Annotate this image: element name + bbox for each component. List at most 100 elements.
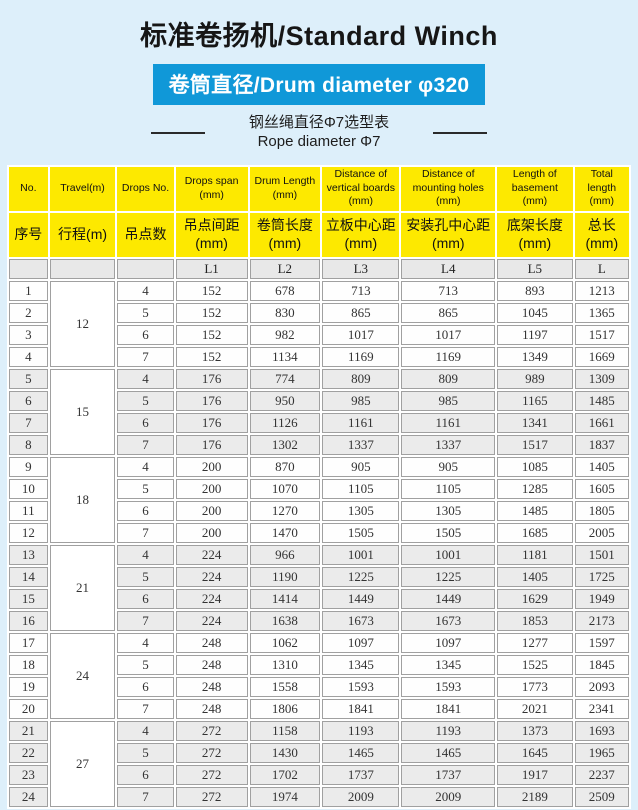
cell-drum-length: 1126 [249,412,321,433]
cell-vertical-boards: 1337 [322,434,400,455]
cell-basement-length: 1525 [497,654,573,675]
cell-drops-span: 152 [175,346,248,367]
cell-mounting-holes: 1737 [401,764,496,785]
cell-basement-length: 1197 [497,324,573,345]
cell-no: 3 [9,324,48,345]
cell-mounting-holes: 1105 [401,478,496,499]
header-cell-drops-no: 吊点数 [117,212,174,257]
table-row: 11 6 200 1270 1305 1305 1485 1805 [9,500,629,521]
header-cell-drum-length: Drum Length (mm) [249,166,321,211]
table-row: 8 7 176 1302 1337 1337 1517 1837 [9,434,629,455]
header-cell-drops-span: 吊点间距 (mm) [175,212,248,257]
cell-basement-length: 1285 [497,478,573,499]
header-cell-vertical-boards: 立板中心距 (mm) [322,212,400,257]
cell-basement-length: 1517 [497,434,573,455]
cell-no: 23 [9,764,48,785]
cell-no: 4 [9,346,48,367]
cell-drops-no: 5 [117,390,174,411]
header-cell-total-length: L [574,258,629,279]
cell-mounting-holes: 1345 [401,654,496,675]
cell-total-length: 2005 [574,522,629,543]
cell-drops-no: 6 [117,324,174,345]
cell-travel: 18 [49,456,116,543]
cell-drops-no: 4 [117,720,174,741]
table-row: 7 6 176 1126 1161 1161 1341 1661 [9,412,629,433]
header-cell-mounting-holes: Distance of mounting holes (mm) [401,166,496,211]
cell-drops-no: 5 [117,742,174,763]
cell-no: 14 [9,566,48,587]
cell-drops-no: 7 [117,434,174,455]
cell-basement-length: 1373 [497,720,573,741]
cell-total-length: 1485 [574,390,629,411]
table-row: 21 27 4 272 1158 1193 1193 1373 1693 [9,720,629,807]
cell-no: 17 [9,632,48,653]
cell-drum-length: 830 [249,302,321,323]
cell-drops-span: 176 [175,368,248,389]
cell-basement-length: 1685 [497,522,573,543]
cell-vertical-boards: 1305 [322,500,400,521]
cell-total-length: 1605 [574,478,629,499]
cell-drum-length: 1470 [249,522,321,543]
cell-drum-length: 950 [249,390,321,411]
cell-no: 21 [9,720,48,741]
cell-mounting-holes: 1193 [401,720,496,741]
cell-drum-length: 1702 [249,764,321,785]
table-row: 6 5 176 950 985 985 1165 1485 [9,390,629,411]
cell-vertical-boards: 1465 [322,742,400,763]
cell-drops-no: 7 [117,698,174,719]
cell-vertical-boards: 1105 [322,478,400,499]
cell-mounting-holes: 1225 [401,566,496,587]
cell-total-length: 1725 [574,566,629,587]
cell-drops-no: 4 [117,632,174,653]
cell-no: 9 [9,456,48,477]
cell-no: 1 [9,280,48,301]
cell-vertical-boards: 1449 [322,588,400,609]
right-dash-rule [433,131,488,134]
spec-table: No. Travel(m) Drops No. Drops span (mm) Drum… [7,164,631,809]
header-cell-total-length: Total length (mm) [574,166,629,211]
cell-drops-no: 6 [117,764,174,785]
cell-drum-length: 678 [249,280,321,301]
cell-no: 5 [9,368,48,389]
cell-basement-length: 2189 [497,786,573,807]
subtitle-zh: 钢丝绳直径Φ7选型表 [248,114,390,131]
subtitle-block: 钢丝绳直径Φ7选型表 Rope diameter Φ7 [0,114,638,152]
table-row: 12 7 200 1470 1505 1505 1685 2005 [9,522,629,543]
cell-drops-span: 248 [175,676,248,697]
table-row: 23 6 272 1702 1737 1737 1917 2237 [9,764,629,785]
table-row: 20 7 248 1806 1841 1841 2021 2341 [9,698,629,719]
cell-total-length: 1405 [574,456,629,477]
cell-basement-length: 1045 [497,302,573,323]
cell-drops-span: 224 [175,610,248,631]
cell-drops-span: 176 [175,390,248,411]
cell-no: 11 [9,500,48,521]
cell-vertical-boards: 905 [322,456,400,477]
cell-drops-span: 272 [175,742,248,763]
cell-mounting-holes: 1001 [401,544,496,565]
cell-vertical-boards: 809 [322,368,400,389]
cell-no: 2 [9,302,48,323]
cell-drops-no: 5 [117,478,174,499]
header-row-header_sym: L1 L2 L3 L4 L5 L [9,258,629,279]
header-cell-mounting-holes: 安装孔中心距 (mm) [401,212,496,257]
cell-mounting-holes: 2009 [401,786,496,807]
cell-drum-length: 1310 [249,654,321,675]
cell-vertical-boards: 1345 [322,654,400,675]
spec-table-header: No. Travel(m) Drops No. Drops span (mm) Drum… [9,166,629,279]
cell-drum-length: 1158 [249,720,321,741]
cell-total-length: 1661 [574,412,629,433]
cell-drum-length: 870 [249,456,321,477]
cell-drum-length: 1638 [249,610,321,631]
cell-drum-length: 1062 [249,632,321,653]
cell-drops-no: 4 [117,544,174,565]
cell-basement-length: 1165 [497,390,573,411]
drum-diameter-banner: 卷筒直径/Drum diameter φ320 [152,64,486,105]
cell-vertical-boards: 865 [322,302,400,323]
cell-basement-length: 1277 [497,632,573,653]
cell-drum-length: 1070 [249,478,321,499]
cell-drops-no: 6 [117,500,174,521]
cell-basement-length: 893 [497,280,573,301]
cell-total-length: 1693 [574,720,629,741]
header-cell-travel: Travel(m) [49,166,116,211]
header-cell-no: 序号 [9,212,48,257]
